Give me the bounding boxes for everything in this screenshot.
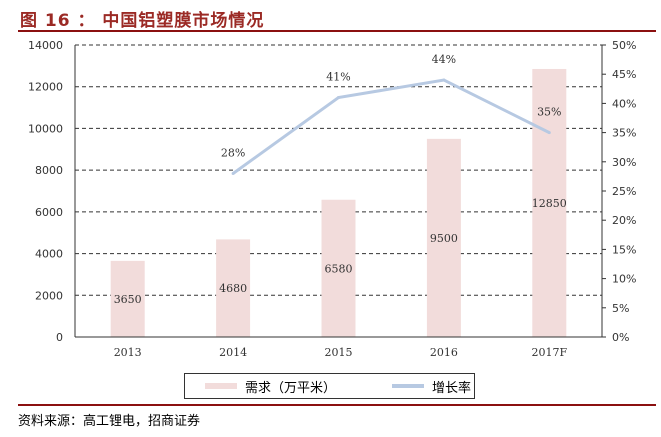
title-rule <box>18 30 656 32</box>
source-rule <box>18 404 656 406</box>
left-tick-label: 12000 <box>28 81 63 94</box>
right-tick-label: 10% <box>612 273 636 286</box>
left-tick-label: 8000 <box>35 164 63 177</box>
source-note: 资料来源：高工锂电，招商证券 <box>18 414 201 429</box>
bar-data-label: 12850 <box>532 197 567 210</box>
left-tick-label: 0 <box>56 331 63 344</box>
bar <box>426 138 461 337</box>
bar-data-label: 9500 <box>430 232 458 245</box>
right-tick-label: 40% <box>612 97 636 110</box>
bar <box>321 199 356 337</box>
right-tick-label: 30% <box>612 156 636 169</box>
growth-point <box>547 131 551 135</box>
left-tick-label: 4000 <box>35 248 63 261</box>
growth-point <box>231 171 235 175</box>
right-tick-label: 50% <box>612 39 636 52</box>
bar <box>216 239 251 337</box>
growth-point <box>337 96 340 100</box>
legend-swatch-line <box>392 384 425 388</box>
left-tick-label: 6000 <box>35 206 63 219</box>
left-tick-label: 2000 <box>35 289 63 302</box>
right-tick-label: 20% <box>612 214 636 227</box>
legend-label-growth: 增长率 <box>432 380 472 396</box>
right-tick-label: 5% <box>612 302 629 315</box>
bar-data-label: 4680 <box>219 282 247 295</box>
x-tick-label: 2016 <box>430 346 458 359</box>
x-tick-label: 2015 <box>325 346 353 359</box>
growth-data-label: 44% <box>432 53 456 66</box>
growth-point <box>442 78 446 82</box>
left-tick-label: 14000 <box>28 39 63 52</box>
bar-data-label: 6580 <box>325 262 353 275</box>
growth-line <box>232 78 550 175</box>
bar <box>110 260 145 337</box>
right-tick-label: 15% <box>612 243 636 256</box>
bar-data-label: 3650 <box>114 293 142 306</box>
x-tick-label: 2013 <box>114 346 142 359</box>
growth-data-label: 28% <box>221 146 245 159</box>
chart: 0 2000 4000 6000 8000 10000 12000 14000 0% 5% 10% 1… <box>28 39 636 359</box>
legend: 需求（万平米） 增长率 <box>184 373 475 399</box>
x-tick-label: 2017F <box>531 346 567 359</box>
left-tick-label: 10000 <box>28 122 63 135</box>
figure-title: 图 16 ： 中国铝塑膜市场情况 <box>20 11 265 31</box>
right-tick-label: 45% <box>612 68 636 81</box>
legend-swatch-bar <box>205 383 237 389</box>
bar <box>532 68 567 337</box>
right-tick-label: 25% <box>612 185 636 198</box>
legend-label-demand: 需求（万平米） <box>245 380 337 396</box>
right-tick-label: 0% <box>612 331 629 344</box>
x-tick-label: 2014 <box>219 346 247 359</box>
growth-data-label: 35% <box>537 106 561 119</box>
right-tick-label: 35% <box>612 127 636 140</box>
growth-data-label: 41% <box>326 71 350 84</box>
